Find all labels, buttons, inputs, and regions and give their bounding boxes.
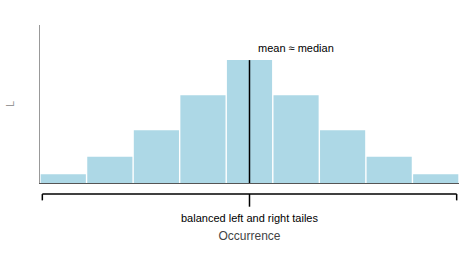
svg-text:L: L — [4, 101, 16, 107]
svg-text:mean ≈ median: mean ≈ median — [258, 42, 334, 54]
svg-text:Occurrence: Occurrence — [218, 229, 280, 243]
svg-text:balanced left and right tailes: balanced left and right tailes — [181, 212, 318, 224]
